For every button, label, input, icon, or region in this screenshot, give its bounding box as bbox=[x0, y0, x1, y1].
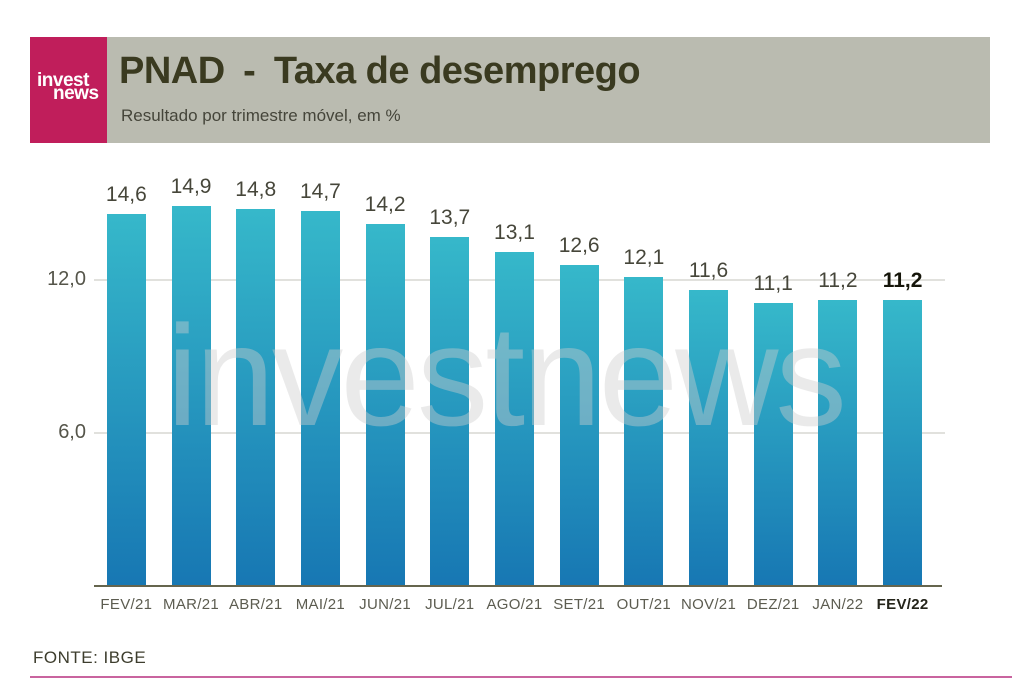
bar-value-label: 13,1 bbox=[494, 220, 535, 244]
bar-value-label: 11,2 bbox=[818, 269, 858, 293]
page-subtitle: Resultado por trimestre móvel, em % bbox=[121, 106, 401, 125]
bar-slot: 12,6 bbox=[547, 234, 612, 586]
x-axis-line bbox=[94, 585, 942, 587]
bar-value-label: 14,9 bbox=[170, 175, 212, 199]
x-axis-label: AGO/21 bbox=[486, 596, 543, 613]
bar-value-label: 11,6 bbox=[688, 259, 729, 283]
y-axis-label: 6,0 bbox=[58, 421, 86, 443]
bar bbox=[365, 223, 405, 586]
bar bbox=[883, 300, 923, 586]
bar bbox=[106, 213, 146, 586]
bar-value-label: 14,6 bbox=[105, 182, 147, 206]
bar-value-label: 14,8 bbox=[235, 177, 277, 201]
bar bbox=[236, 208, 276, 586]
bar-value-label: 14,2 bbox=[364, 192, 406, 216]
bar-slot: 14,8 bbox=[223, 178, 288, 586]
bar-value-label: 13,7 bbox=[429, 205, 471, 229]
bar-slot: 11,2 bbox=[806, 269, 871, 586]
x-axis-label: SET/21 bbox=[553, 596, 606, 613]
bar bbox=[300, 211, 340, 586]
x-axis-label: FEV/22 bbox=[876, 596, 929, 613]
x-axis-label: FEV/21 bbox=[100, 596, 153, 613]
x-axis-label: NOV/21 bbox=[680, 596, 737, 613]
x-axis-label: JUL/21 bbox=[425, 596, 475, 613]
x-axis-label: JUN/21 bbox=[359, 596, 411, 613]
bar-slot: 14,6 bbox=[94, 183, 159, 586]
bars-row: 14,6 14,9 14,8 14,7 14,2 13,7 13,1 12,6 12,1 11,6… bbox=[94, 0, 935, 586]
logo-text-line1: invest bbox=[37, 70, 89, 91]
x-axis-label: MAR/21 bbox=[163, 596, 220, 613]
bar bbox=[171, 206, 211, 586]
bar bbox=[753, 302, 793, 586]
logo-text-line2: news bbox=[53, 83, 99, 104]
bar-slot: 12,1 bbox=[612, 246, 677, 586]
source-label: FONTE: IBGE bbox=[33, 648, 147, 667]
page-title: PNAD - Taxa de desemprego bbox=[119, 50, 641, 92]
bar bbox=[624, 277, 664, 586]
investnews-logo: invest news bbox=[30, 37, 107, 143]
x-axis-label: ABR/21 bbox=[228, 596, 283, 613]
bar-value-label: 12,1 bbox=[623, 246, 665, 270]
footer-accent-line bbox=[30, 676, 1012, 678]
bar bbox=[689, 290, 729, 586]
bar-slot: 11,2 bbox=[870, 269, 935, 586]
bar-slot: 14,7 bbox=[288, 180, 353, 586]
x-axis-label: JAN/22 bbox=[812, 596, 864, 613]
bar bbox=[494, 251, 534, 586]
bar bbox=[559, 264, 599, 586]
header-bar bbox=[107, 37, 990, 143]
bar-slot: 11,6 bbox=[676, 259, 741, 586]
bar-slot: 14,2 bbox=[353, 193, 418, 586]
bar-value-label: 11,2 bbox=[882, 269, 923, 293]
x-axis-labels: FEV/21 MAR/21 ABR/21 MAI/21 JUN/21 JUL/21 AGO/… bbox=[94, 596, 935, 613]
bar-slot: 11,1 bbox=[741, 272, 806, 586]
bar-slot: 13,1 bbox=[482, 221, 547, 586]
y-axis-label: 12,0 bbox=[47, 268, 86, 290]
bar-slot: 13,7 bbox=[417, 206, 482, 586]
bar-value-label: 11,1 bbox=[753, 271, 793, 295]
bar bbox=[818, 300, 858, 586]
bar-slot: 14,9 bbox=[159, 175, 224, 586]
bar-value-label: 14,7 bbox=[299, 180, 341, 204]
bar bbox=[430, 236, 470, 586]
x-axis-label: DEZ/21 bbox=[746, 596, 800, 613]
bar-value-label: 12,6 bbox=[558, 233, 600, 257]
x-axis-label: OUT/21 bbox=[616, 596, 671, 613]
x-axis-label: MAI/21 bbox=[295, 596, 346, 613]
